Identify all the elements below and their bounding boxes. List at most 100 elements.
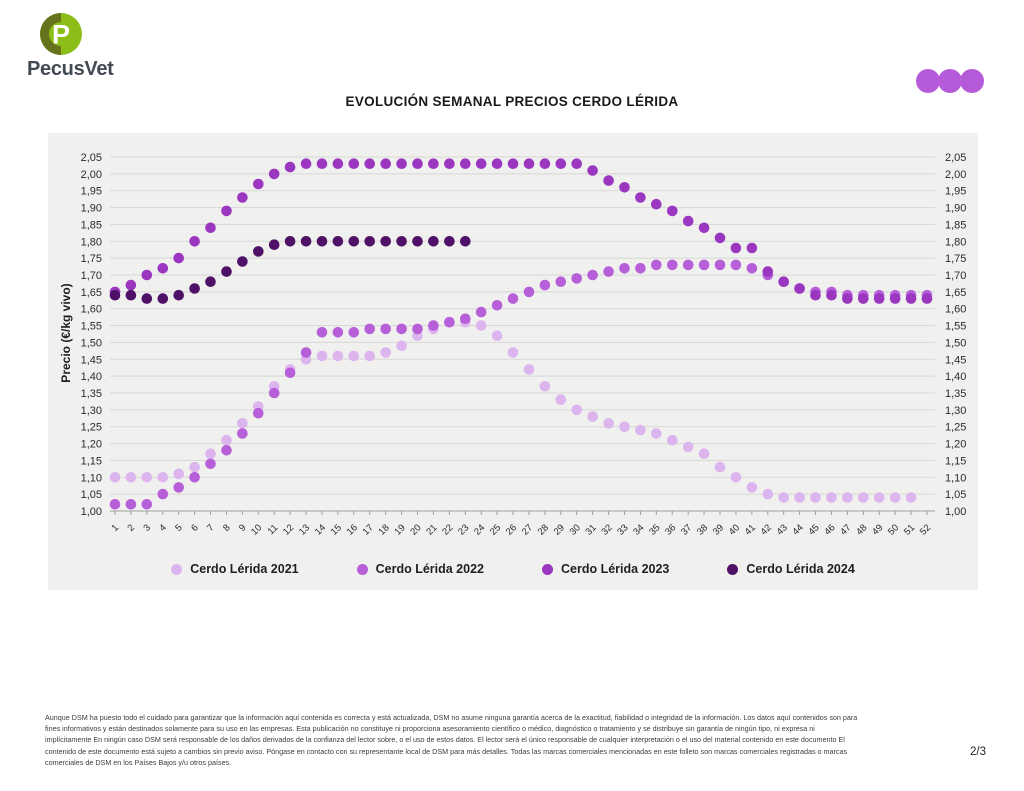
data-point bbox=[284, 367, 296, 379]
data-point bbox=[173, 482, 184, 493]
series-2023 bbox=[109, 158, 933, 304]
data-point bbox=[221, 266, 232, 277]
svg-text:1,45: 1,45 bbox=[945, 354, 966, 366]
series-2021 bbox=[109, 316, 917, 503]
svg-text:1,80: 1,80 bbox=[945, 236, 966, 248]
svg-text:43: 43 bbox=[775, 522, 790, 537]
data-point bbox=[221, 205, 232, 217]
chart-legend: Cerdo Lérida 2021 Cerdo Lérida 2022 Cerdo … bbox=[48, 562, 978, 576]
data-point bbox=[698, 222, 710, 234]
svg-text:23: 23 bbox=[456, 522, 471, 537]
data-point bbox=[667, 259, 678, 271]
data-point bbox=[539, 381, 551, 392]
data-point bbox=[300, 158, 312, 169]
legend-item-2023: Cerdo Lérida 2023 bbox=[542, 562, 669, 576]
svg-text:2,00: 2,00 bbox=[81, 169, 102, 181]
svg-text:33: 33 bbox=[615, 522, 630, 537]
svg-text:26: 26 bbox=[504, 522, 519, 537]
svg-text:1,05: 1,05 bbox=[81, 489, 102, 501]
svg-text:1,05: 1,05 bbox=[945, 489, 966, 501]
data-point bbox=[523, 364, 535, 375]
svg-text:1,30: 1,30 bbox=[81, 405, 102, 417]
legend-label: Cerdo Lérida 2021 bbox=[190, 562, 299, 576]
y-axis-labels: 2,05 2,05 2,00 2,00 1,95 1,95 1,90 1,90 1,85 1,85… bbox=[81, 152, 967, 518]
svg-text:42: 42 bbox=[759, 522, 774, 537]
data-point bbox=[428, 158, 439, 169]
legend-label: Cerdo Lérida 2023 bbox=[561, 562, 670, 576]
data-point bbox=[253, 178, 264, 190]
svg-text:1,20: 1,20 bbox=[81, 439, 102, 451]
svg-text:7: 7 bbox=[205, 522, 217, 534]
svg-text:49: 49 bbox=[870, 522, 885, 537]
svg-text:39: 39 bbox=[711, 522, 726, 537]
header-dot bbox=[916, 69, 940, 93]
data-point bbox=[539, 279, 551, 291]
data-point bbox=[348, 327, 360, 338]
svg-text:2,05: 2,05 bbox=[945, 152, 966, 164]
data-point bbox=[173, 289, 184, 301]
svg-text:29: 29 bbox=[552, 522, 567, 537]
svg-text:1,45: 1,45 bbox=[81, 354, 102, 366]
data-point bbox=[491, 158, 503, 169]
data-point bbox=[316, 350, 328, 362]
data-point bbox=[205, 458, 216, 470]
data-point bbox=[109, 289, 121, 301]
data-point bbox=[619, 421, 630, 433]
chart-panel: Precio (€/kg vivo) 2,05 2,05 2,00 2,00 1,95 1… bbox=[48, 133, 978, 590]
svg-text:27: 27 bbox=[520, 522, 535, 537]
data-point bbox=[157, 488, 169, 500]
data-point bbox=[619, 182, 630, 193]
data-point bbox=[253, 246, 264, 257]
data-point bbox=[889, 293, 901, 304]
data-point bbox=[428, 236, 439, 247]
data-point bbox=[460, 313, 471, 325]
data-point bbox=[268, 387, 280, 399]
data-point bbox=[364, 350, 376, 362]
data-point bbox=[332, 327, 344, 338]
svg-text:28: 28 bbox=[536, 522, 551, 537]
svg-text:20: 20 bbox=[408, 522, 423, 537]
data-point bbox=[428, 320, 439, 331]
svg-text:21: 21 bbox=[424, 522, 439, 537]
legend-dot bbox=[727, 563, 739, 575]
data-point bbox=[237, 192, 248, 203]
data-point bbox=[205, 276, 216, 287]
data-point bbox=[507, 158, 519, 169]
svg-text:1,25: 1,25 bbox=[945, 422, 966, 434]
series-2024 bbox=[109, 236, 471, 304]
data-point bbox=[507, 347, 519, 358]
data-point bbox=[730, 242, 742, 254]
data-point bbox=[762, 488, 774, 500]
data-point bbox=[491, 300, 503, 311]
data-point bbox=[316, 327, 328, 338]
pecusvet-logo: P PecusVet bbox=[27, 12, 114, 81]
price-chart: 2,05 2,05 2,00 2,00 1,95 1,95 1,90 1,90 1,85 1,85… bbox=[81, 152, 967, 538]
svg-text:19: 19 bbox=[392, 522, 407, 537]
data-point bbox=[125, 472, 137, 483]
legend-dot bbox=[542, 563, 553, 575]
svg-text:1,80: 1,80 bbox=[81, 236, 102, 248]
data-point bbox=[412, 158, 423, 169]
data-point bbox=[189, 236, 200, 247]
data-point bbox=[268, 239, 280, 250]
data-point bbox=[189, 472, 200, 483]
data-point bbox=[698, 259, 710, 271]
data-point bbox=[205, 448, 216, 460]
svg-text:50: 50 bbox=[886, 522, 901, 537]
data-point bbox=[682, 441, 694, 453]
data-point bbox=[396, 340, 407, 352]
data-point bbox=[921, 293, 933, 304]
header-pagination-dots bbox=[916, 69, 984, 93]
data-point bbox=[810, 289, 821, 301]
data-point bbox=[635, 192, 646, 203]
svg-text:34: 34 bbox=[631, 522, 646, 537]
svg-text:1,85: 1,85 bbox=[945, 219, 966, 231]
data-point bbox=[205, 222, 216, 234]
legend-label: Cerdo Lérida 2024 bbox=[746, 562, 855, 576]
data-point bbox=[475, 306, 487, 318]
data-point bbox=[826, 492, 837, 503]
svg-text:1,65: 1,65 bbox=[945, 287, 966, 299]
data-point bbox=[571, 273, 582, 284]
svg-text:2: 2 bbox=[126, 522, 138, 534]
data-point bbox=[491, 330, 503, 341]
